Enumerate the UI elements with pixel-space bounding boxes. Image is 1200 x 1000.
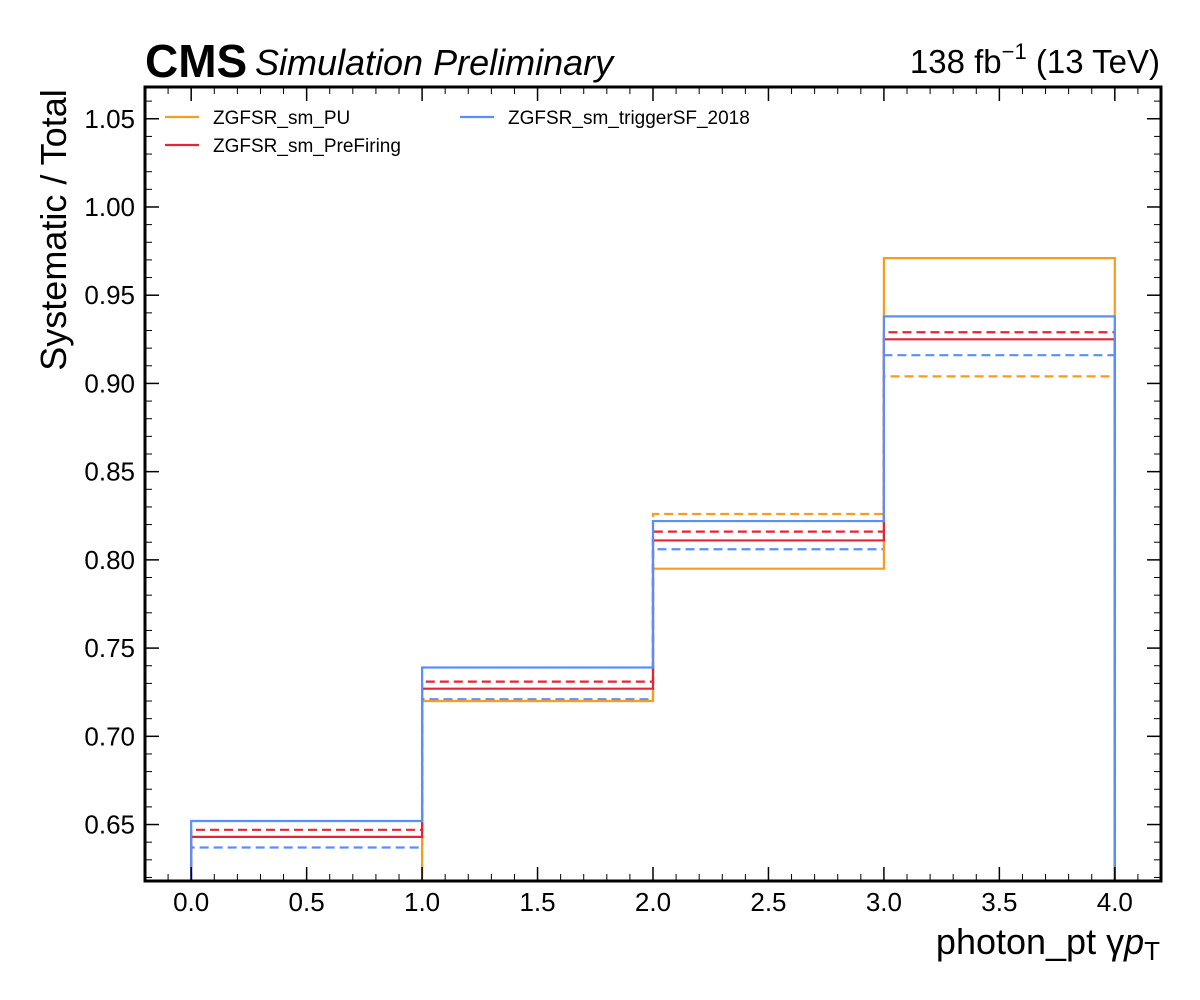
y-tick-label: 0.65 <box>84 810 135 840</box>
legend-label: ZGFSR_sm_PU <box>213 108 350 129</box>
x-axis-label-text: photon_pt γ <box>936 921 1124 962</box>
x-tick-label: 0.0 <box>173 887 209 917</box>
y-tick-label: 0.80 <box>84 545 135 575</box>
x-tick-label: 1.5 <box>519 887 555 917</box>
plot-area: 0.0 0.5 1.0 1.5 2.0 2.5 3.0 3.5 4.0 0.65 0.70 0.75 0… <box>84 85 1163 917</box>
y-axis-label: Systematic / Total <box>33 89 74 370</box>
y-tick-label: 0.95 <box>84 280 135 310</box>
lumi-energy: (13 TeV) <box>1027 43 1160 80</box>
x-tick-label: 2.0 <box>635 887 671 917</box>
x-tick-label: 1.0 <box>404 887 440 917</box>
series-down-line-0 <box>191 375 1116 883</box>
lumi-exponent: −1 <box>1002 39 1027 64</box>
legend-label: ZGFSR_sm_PreFiring <box>213 136 401 157</box>
y-tick-label: 1.00 <box>84 192 135 222</box>
series-up-line-2 <box>190 315 1116 881</box>
y-tick-label: 0.85 <box>84 457 135 487</box>
x-axis-label-sub: T <box>1144 936 1160 966</box>
plot-frame <box>143 85 1163 883</box>
y-tick-label: 0.75 <box>84 633 135 663</box>
axis-ticks: 0.0 0.5 1.0 1.5 2.0 2.5 3.0 3.5 4.0 0.65 0.70 0.75 0… <box>84 87 1162 917</box>
lumi-label: 138 fb−1 (13 TeV) <box>910 39 1160 80</box>
x-tick-label: 3.0 <box>866 887 902 917</box>
experiment-label: CMS <box>145 35 247 87</box>
y-tick-label: 0.90 <box>84 368 135 398</box>
x-tick-label: 2.5 <box>750 887 786 917</box>
x-axis-label-var: p <box>1123 921 1144 962</box>
lumi-value: 138 fb <box>910 43 1002 80</box>
series-layer <box>190 257 1116 883</box>
x-axis-label: photon_pt γpT <box>936 921 1160 966</box>
legend-label: ZGFSR_sm_triggerSF_2018 <box>508 108 750 129</box>
y-tick-label: 0.70 <box>84 721 135 751</box>
legend: ZGFSR_sm_PU ZGFSR_sm_PreFiring ZGFSR_sm_tr… <box>165 108 750 157</box>
status-label: Simulation Preliminary <box>255 42 615 83</box>
x-tick-label: 4.0 <box>1097 887 1133 917</box>
x-tick-label: 3.5 <box>981 887 1017 917</box>
x-tick-label: 0.5 <box>289 887 325 917</box>
y-tick-label: 1.05 <box>84 104 135 134</box>
